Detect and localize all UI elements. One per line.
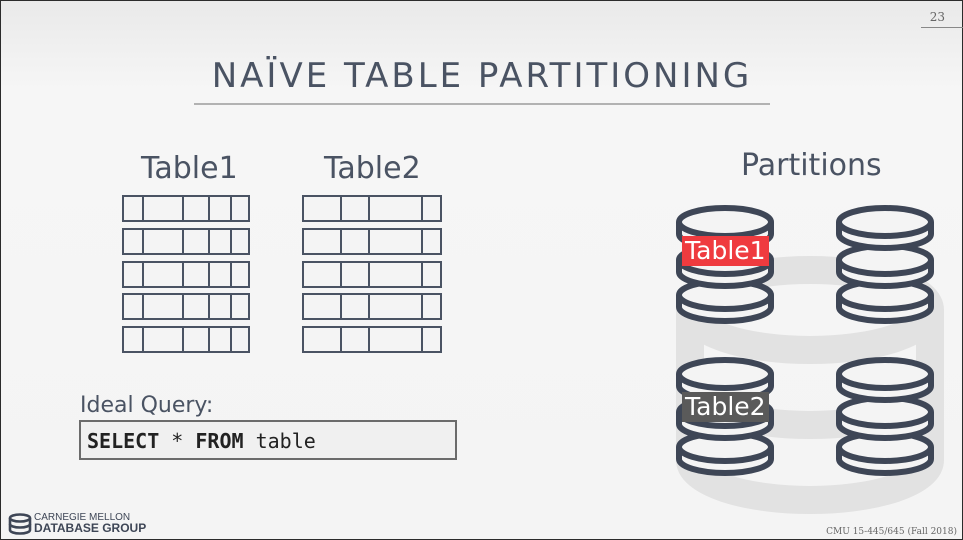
table2-row (302, 326, 442, 353)
table1-row (122, 326, 250, 353)
table1-row (122, 195, 250, 222)
sql-keyword-from: FROM (195, 429, 244, 453)
table1-row (122, 261, 250, 288)
cmu-db-logo-icon (8, 513, 32, 535)
partition-table2-label: Table2 (682, 392, 769, 422)
table2-row (302, 228, 442, 255)
partition-table1-label: Table1 (682, 236, 769, 266)
table1-grid (122, 195, 250, 355)
ideal-query-label: Ideal Query: (80, 393, 214, 418)
course-footer: CMU 15-445/645 (Fall 2018) (826, 527, 957, 537)
sql-table-name: table (243, 429, 316, 453)
partitions-heading: Partitions (741, 148, 882, 183)
slide-number-rule (921, 27, 963, 28)
table2-row (302, 293, 442, 320)
table2-grid (302, 195, 442, 355)
slide-title: NAÏVE TABLE PARTITIONING (211, 56, 753, 96)
query-code-box: SELECT * FROM table (79, 420, 457, 460)
slide-number: 23 (929, 10, 945, 24)
title-underline (194, 103, 770, 105)
table1-label: Table1 (141, 151, 238, 186)
table2-label: Table2 (324, 151, 421, 186)
logo-line1: CARNEGIE MELLON (34, 512, 131, 523)
database-icon (836, 357, 934, 476)
logo-wordmark: CARNEGIE MELLON DATABASE GROUP (34, 512, 146, 534)
sql-keyword-select: SELECT (87, 429, 160, 453)
sql-star: * (159, 429, 196, 453)
table2-row (302, 261, 442, 288)
table1-row (122, 293, 250, 320)
database-icon (836, 205, 934, 324)
logo-line2: DATABASE GROUP (34, 521, 147, 535)
table2-row (302, 195, 442, 222)
table1-row (122, 228, 250, 255)
